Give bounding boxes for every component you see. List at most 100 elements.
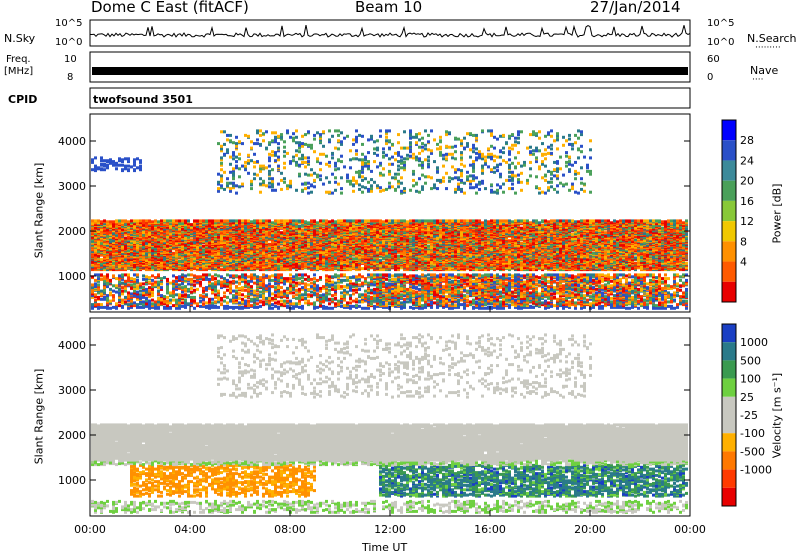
power-cell [289, 286, 292, 290]
nsky-tick-bottom: 10^0 [55, 38, 82, 48]
power-cell [127, 306, 130, 310]
power-cell [148, 241, 151, 245]
power-cell [160, 286, 163, 290]
power-cell [94, 248, 97, 252]
power-cell [295, 160, 298, 164]
power-cell [316, 246, 319, 250]
power-cell [208, 219, 211, 223]
power-cell [223, 130, 226, 134]
power-cell [271, 188, 274, 192]
power-cell [145, 278, 148, 282]
power-cell [115, 224, 118, 228]
power-cell [205, 239, 208, 243]
power-cell [271, 182, 274, 186]
power-cell [145, 301, 148, 305]
power-cell [121, 251, 124, 255]
power-cell [229, 282, 232, 286]
power-cell [169, 305, 172, 309]
power-cell [301, 142, 304, 146]
power-cell [283, 304, 286, 308]
power-cell [97, 253, 100, 257]
power-cell [277, 241, 280, 245]
power-cell [262, 279, 265, 283]
power-cell [181, 244, 184, 248]
power-cell [136, 297, 139, 301]
power-cell [235, 166, 238, 170]
power-cell [178, 222, 181, 226]
power-cell [178, 249, 181, 253]
power-cell [166, 301, 169, 305]
freq-tick-bottom: 8 [67, 73, 73, 83]
power-cell [283, 154, 286, 158]
power-cell [262, 282, 265, 286]
power-cell [151, 245, 154, 249]
power-cell [268, 264, 271, 268]
power-cell [211, 285, 214, 289]
power-cell [145, 298, 148, 302]
power-cell [295, 240, 298, 244]
power-cell [286, 304, 289, 308]
power-cell [244, 231, 247, 235]
power-cell [286, 187, 289, 191]
power-cell [301, 264, 304, 268]
power-cell [229, 298, 232, 302]
power-cell [94, 298, 97, 302]
power-cell [217, 172, 220, 176]
power-cell [259, 221, 262, 225]
power-cell [187, 219, 190, 223]
power-cell [289, 299, 292, 303]
power-cell [217, 297, 220, 301]
power-cell [250, 220, 253, 224]
power-cell [148, 249, 151, 253]
power-cell [262, 259, 265, 263]
power-cell [259, 167, 262, 171]
power-cell [241, 237, 244, 241]
power-cell [121, 281, 124, 285]
power-cell [205, 250, 208, 254]
power-cell [229, 236, 232, 240]
power-cell [133, 285, 136, 289]
power-cell [313, 133, 316, 137]
power-cell [256, 275, 259, 279]
power-cell [286, 299, 289, 303]
power-cell [157, 296, 160, 300]
power-cell [118, 258, 121, 262]
power-cell [100, 305, 103, 309]
power-cell [301, 153, 304, 157]
power-cell [136, 275, 139, 279]
power-cell [121, 168, 124, 172]
power-cell [121, 304, 124, 308]
power-cell [271, 274, 274, 278]
power-cell [112, 160, 115, 164]
power-cell [295, 149, 298, 153]
power-cell [286, 222, 289, 226]
power-cell [295, 129, 298, 133]
power-cell [277, 295, 280, 299]
power-cell [238, 251, 241, 255]
power-cell [220, 284, 223, 288]
power-cell [271, 285, 274, 289]
power-cell [142, 235, 145, 239]
power-cell [127, 278, 130, 282]
power-cell [295, 304, 298, 308]
power-cell [91, 295, 94, 299]
power-cell [118, 163, 121, 167]
power-cell [217, 295, 220, 299]
power-cell [112, 239, 115, 243]
power-cell [211, 287, 214, 291]
power-cell [175, 287, 178, 291]
power-cell [94, 293, 97, 297]
power-cell [295, 296, 298, 300]
power-cell [169, 219, 172, 223]
power-cell [208, 264, 211, 268]
power-cell [283, 237, 286, 241]
power-cell [277, 281, 280, 285]
power-cell [124, 282, 127, 286]
power-cell [289, 239, 292, 243]
date-title: 27/Jan/2014 [590, 0, 681, 15]
power-cell [112, 294, 115, 298]
power-cell [319, 254, 322, 258]
power-cell [265, 302, 268, 306]
power-cell [274, 277, 277, 281]
power-cell [208, 284, 211, 288]
